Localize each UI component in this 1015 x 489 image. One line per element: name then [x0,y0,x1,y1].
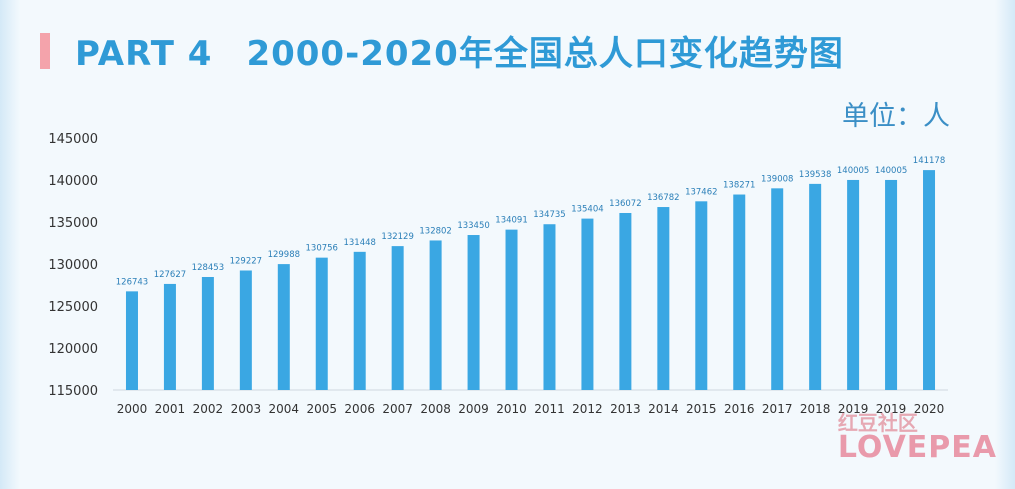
bar-value-label: 136072 [609,199,641,209]
x-tick-label: 2018 [800,402,831,416]
x-tick-label: 2000 [117,402,148,416]
bar-value-label: 129988 [268,250,300,260]
x-tick-label: 2019 [838,402,869,416]
bar [809,183,822,390]
x-tick-label: 2003 [231,402,262,416]
bar-value-label: 137462 [685,187,717,197]
bar-value-label: 132129 [381,232,413,242]
bar [847,179,860,390]
chart-title: 2000-2020年全国总人口变化趋势图 [246,34,844,74]
right-frame [995,0,1015,489]
y-tick-label: 140000 [48,174,98,189]
watermark-logo: 红豆社区 LOVEPEA [837,411,997,465]
bar [695,201,708,390]
bar [771,188,784,390]
bar-value-label: 130756 [306,244,338,254]
bar [277,264,290,390]
bar [733,194,746,390]
x-tick-label: 2013 [610,402,641,416]
bar [467,235,480,390]
bar-value-label: 131448 [343,238,375,248]
bar [163,283,176,390]
x-tick-label: 2008 [420,402,451,416]
bar [391,246,404,390]
bar [581,218,594,390]
bar [543,224,556,390]
bar-value-label: 128453 [192,263,224,273]
x-tick-label: 2011 [534,402,565,416]
part-label: PART 4 [75,34,213,74]
x-tick-label: 2016 [724,402,755,416]
bar-value-label: 133450 [457,221,489,231]
y-tick-label: 125000 [48,300,98,315]
x-tick-label: 2010 [496,402,527,416]
bar-value-label: 134091 [495,216,527,226]
bar-value-label: 140005 [875,166,907,176]
bar-value-label: 134735 [533,210,565,220]
x-tick-label: 2002 [193,402,224,416]
bar-value-label: 129227 [230,256,262,266]
bar [315,257,328,390]
y-tick-label: 120000 [48,342,98,357]
bar-value-label: 141178 [913,156,945,166]
bar [923,170,936,390]
x-tick-label: 2017 [762,402,793,416]
bar [239,270,252,390]
title-accent-bar [40,33,50,69]
bar [353,251,366,390]
x-tick-label: 2005 [306,402,337,416]
y-tick-label: 115000 [48,384,98,399]
bar [657,207,670,390]
x-tick-label: 2012 [572,402,603,416]
bar-value-label: 135404 [571,205,603,215]
y-tick-label: 145000 [48,132,98,147]
x-tick-label: 2007 [382,402,413,416]
bar [505,229,518,390]
x-tick-label: 2020 [914,402,945,416]
bar-value-label: 127627 [154,270,186,280]
x-tick-label: 2001 [155,402,186,416]
unit-label: 单位：人 [842,101,950,132]
x-tick-label: 2014 [648,402,679,416]
y-tick-label: 130000 [48,258,98,273]
bar [619,212,632,390]
bar-value-label: 136782 [647,193,679,203]
bar [201,276,214,390]
x-tick-label: 2004 [269,402,300,416]
bar [429,240,442,390]
bar-value-label: 139538 [799,170,831,180]
x-tick-label: 2006 [344,402,375,416]
bar-value-label: 140005 [837,166,869,176]
x-tick-label: 2019 [876,402,907,416]
bar-value-label: 132802 [419,226,451,236]
bar-value-label: 138271 [723,181,755,191]
y-tick-label: 135000 [48,216,98,231]
bar-value-label: 139008 [761,174,793,184]
page-title: PART 4 2000-2020年全国总人口变化趋势图 [75,26,844,75]
bar [885,179,898,390]
bar-value-label: 126743 [116,277,148,287]
left-frame [0,0,20,489]
x-tick-label: 2009 [458,402,489,416]
x-tick-label: 2015 [686,402,717,416]
bar [125,291,138,390]
